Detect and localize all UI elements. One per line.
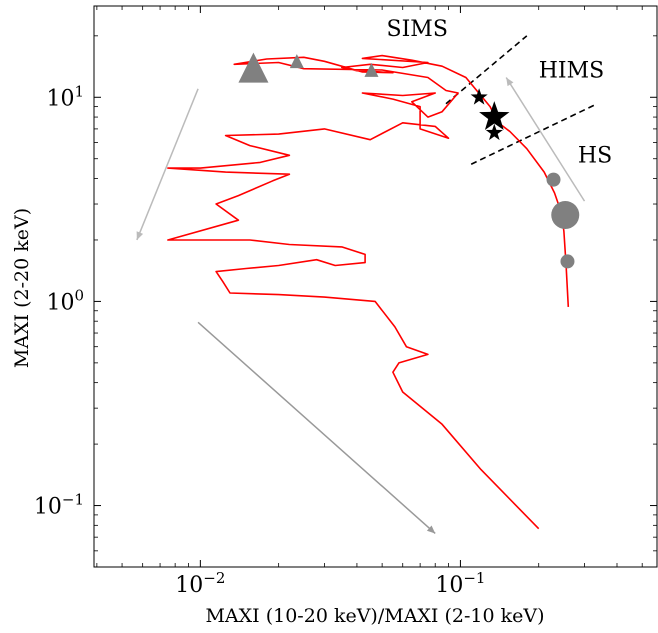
markers — [238, 52, 580, 269]
arrow-head — [506, 77, 514, 87]
y-axis-label: MAXI (2-20 keV) — [11, 208, 33, 368]
x-axis-label: MAXI (10-20 keV)/MAXI (2-10 keV) — [205, 605, 544, 627]
y-tick-label: 10−1 — [34, 491, 84, 520]
circle-marker — [546, 172, 561, 187]
circle-marker — [551, 201, 580, 230]
state-label-sims: SIMS — [387, 17, 448, 42]
arrow-head — [136, 231, 144, 240]
circle-marker — [560, 254, 575, 269]
direction-arrow — [505, 77, 586, 202]
star-marker — [470, 88, 488, 105]
direction-arrow — [197, 321, 436, 535]
state-boundary-line — [470, 103, 596, 165]
state-labels: SIMS HIMS HS — [387, 17, 613, 169]
triangle-marker — [364, 62, 379, 77]
axis-ticks: 10−2 10−1 10−1 100 101 — [34, 6, 657, 598]
x-tick-label: 10−1 — [435, 569, 485, 598]
y-tick-label: 101 — [46, 82, 84, 111]
triangle-marker — [238, 52, 269, 83]
plot-border — [93, 5, 658, 568]
y-tick-label: 100 — [46, 286, 84, 315]
x-tick-label: 10−2 — [175, 569, 225, 598]
light-curve-line — [167, 54, 570, 530]
direction-arrow — [136, 88, 199, 241]
data-series — [167, 54, 570, 530]
state-label-hs: HS — [578, 143, 612, 168]
plot-frame — [93, 5, 658, 568]
state-label-hims: HIMS — [539, 58, 604, 83]
star-marker — [485, 123, 503, 141]
star-marker — [479, 101, 510, 130]
triangle-marker — [289, 54, 304, 69]
annotation-lines — [136, 35, 596, 535]
state-boundary-line — [445, 35, 528, 105]
arrow-head — [426, 525, 436, 534]
